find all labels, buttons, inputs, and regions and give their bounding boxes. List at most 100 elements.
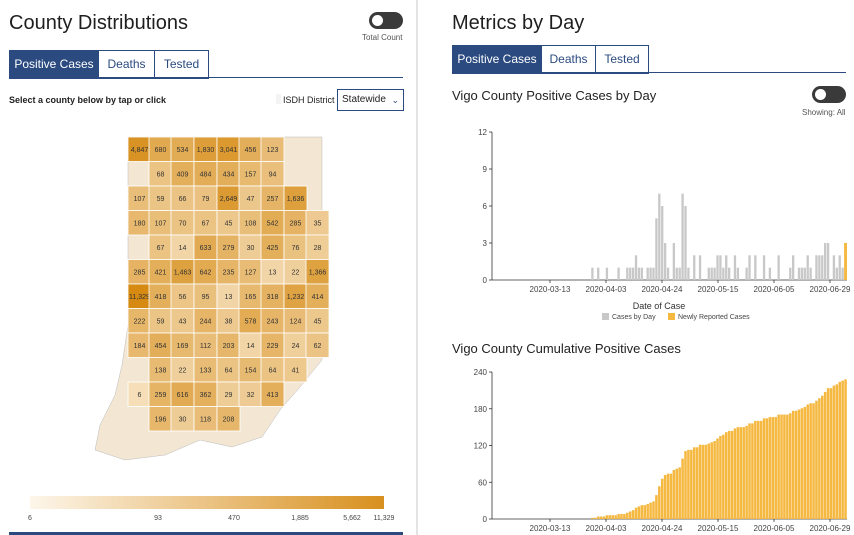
daily-bar xyxy=(687,267,690,280)
county-value-label: 22 xyxy=(179,368,187,375)
cumulative-bar xyxy=(826,388,830,519)
daily-bar xyxy=(605,267,609,280)
cumulative-bar xyxy=(707,443,711,519)
cumulative-bar xyxy=(599,516,603,519)
county-value-label: 484 xyxy=(200,172,212,179)
cumulative-bar xyxy=(762,418,766,519)
daily-bar xyxy=(719,255,722,280)
daily-bar xyxy=(815,255,818,280)
cumulative-bar xyxy=(759,420,763,519)
daily-bar xyxy=(797,267,801,280)
county-value-label: 409 xyxy=(177,172,189,179)
daily-bar xyxy=(748,255,751,280)
cumulative-bar xyxy=(643,505,647,519)
county-distributions-panel: County Distributions Total Count Positiv… xyxy=(0,0,412,535)
county-value-label: 421 xyxy=(155,270,167,277)
county-value-label: 418 xyxy=(155,294,167,301)
cumulative-bar xyxy=(821,395,824,519)
county-value-label: 208 xyxy=(223,417,235,424)
county-value-label: 642 xyxy=(200,270,212,277)
county-value-label: 680 xyxy=(155,147,167,154)
y-tick-label: 12 xyxy=(478,128,487,137)
cumulative-bar xyxy=(605,515,609,519)
y-tick-label: 120 xyxy=(474,442,488,451)
daily-bar xyxy=(821,255,824,280)
county-value-label: 62 xyxy=(314,343,322,350)
cumulative-bar xyxy=(789,413,792,519)
x-tick-label: 2020-06-29 xyxy=(810,285,851,294)
cumulative-bar xyxy=(742,427,745,519)
county-value-label: 285 xyxy=(290,221,302,228)
county-value-label: 222 xyxy=(134,319,146,326)
cumulative-bar xyxy=(596,516,600,519)
tab-positive-cases[interactable]: Positive Cases xyxy=(9,50,99,79)
daily-bar xyxy=(666,267,670,280)
legend-tick-label: 93 xyxy=(154,515,162,522)
county-value-label: 107 xyxy=(134,196,146,203)
cumulative-bar xyxy=(832,385,836,519)
cumulative-bar xyxy=(768,417,772,519)
daily-bar xyxy=(661,206,664,280)
county-value-label: 45 xyxy=(314,319,322,326)
county-value-label: 11,329 xyxy=(129,294,150,301)
county-value-label: 169 xyxy=(177,343,189,350)
cumulative-bar xyxy=(684,451,687,519)
county-value-label: 64 xyxy=(225,368,233,375)
cumulative-bar xyxy=(692,447,696,519)
cumulative-bar xyxy=(829,388,833,519)
county-instruction: Select a county below by tap or click xyxy=(9,95,167,105)
cumulative-bar xyxy=(800,408,804,519)
cumulative-bar xyxy=(739,427,743,519)
daily-bar xyxy=(597,267,600,280)
county-value-label: 235 xyxy=(223,270,235,277)
county-value-label: 243 xyxy=(267,319,279,326)
county-value-label: 244 xyxy=(200,319,212,326)
daily-bar xyxy=(684,206,687,280)
showing-toggle[interactable] xyxy=(812,86,846,103)
daily-bar xyxy=(646,267,649,280)
district-label: ISDH District xyxy=(283,95,335,105)
cumulative-bar xyxy=(646,503,649,519)
cumulative-chart-title: Vigo County Cumulative Positive Cases xyxy=(452,341,681,356)
district-select[interactable]: Statewide ⌄ xyxy=(337,89,404,111)
daily-bar xyxy=(824,243,827,280)
tab-positive-cases[interactable]: Positive Cases xyxy=(452,45,542,74)
chevron-down-icon: ⌄ xyxy=(391,95,399,105)
cumulative-bar xyxy=(838,381,841,519)
daily-bar xyxy=(818,255,821,280)
cumulative-bar xyxy=(701,444,705,519)
county-distributions-title: County Distributions xyxy=(9,12,188,34)
cumulative-bar xyxy=(710,442,713,519)
county-value-label: 24 xyxy=(292,343,300,350)
daily-bar xyxy=(792,255,795,280)
cumulative-bar xyxy=(690,449,693,519)
daily-bar xyxy=(681,193,684,280)
cumulative-bar xyxy=(748,423,751,519)
cumulative-bar xyxy=(777,414,780,519)
county-shape xyxy=(260,381,285,407)
tab-tested[interactable]: Tested xyxy=(596,45,649,74)
cumulative-bar xyxy=(730,430,734,519)
district-checkbox[interactable] xyxy=(276,94,281,104)
daily-bar xyxy=(826,243,830,280)
daily-bar xyxy=(838,255,841,280)
cumulative-bar xyxy=(640,505,644,519)
county-value-label: 32 xyxy=(247,392,255,399)
county-value-label: 35 xyxy=(314,221,322,228)
tab-deaths[interactable]: Deaths xyxy=(542,45,596,74)
cumulative-bar xyxy=(812,403,815,519)
cumulative-bar xyxy=(751,423,754,519)
total-count-toggle[interactable] xyxy=(369,12,403,29)
county-value-label: 118 xyxy=(200,417,211,424)
county-value-label: 133 xyxy=(200,368,212,375)
legend-tick-label: 1,885 xyxy=(291,515,309,522)
county-value-label: 165 xyxy=(245,294,257,301)
cumulative-bar xyxy=(794,410,798,519)
cumulative-bar xyxy=(791,410,795,519)
county-value-label: 22 xyxy=(292,270,300,277)
tab-deaths[interactable]: Deaths xyxy=(99,50,155,79)
county-value-label: 107 xyxy=(155,221,167,228)
tab-tested[interactable]: Tested xyxy=(155,50,209,79)
cumulative-bar xyxy=(591,517,594,519)
